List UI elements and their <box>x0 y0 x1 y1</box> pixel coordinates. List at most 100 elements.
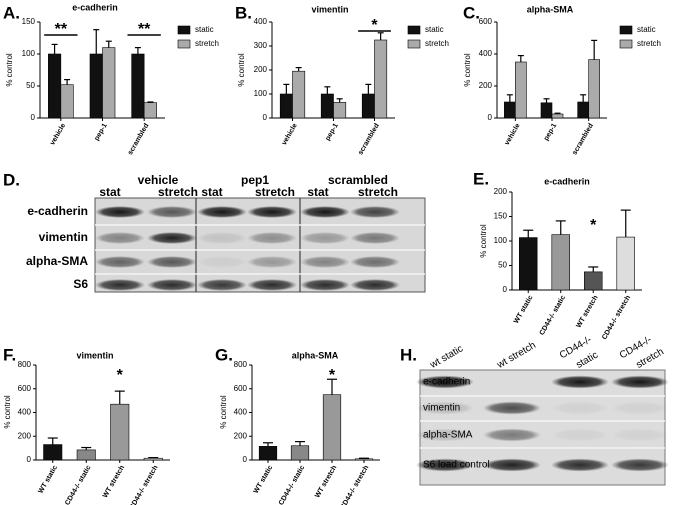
y-tick-label: 0 <box>243 455 248 464</box>
x-tick-label: CD44-/- static <box>64 464 92 505</box>
blot-band <box>350 279 400 291</box>
legend-swatch <box>177 39 191 49</box>
bar <box>577 101 589 119</box>
bar <box>143 102 157 119</box>
blot-band <box>147 279 197 291</box>
x-tick-label: WT static <box>37 464 59 495</box>
lane-label: stretch <box>158 185 198 199</box>
blot-band <box>95 206 145 218</box>
blot-band <box>611 458 669 472</box>
x-tick-label: pep-1 <box>93 122 108 142</box>
bar <box>320 93 334 119</box>
x-tick-label: WT stretch <box>314 464 338 499</box>
x-tick-label: vehicle <box>49 122 67 146</box>
bar <box>102 47 116 119</box>
y-tick-label: 0 <box>263 113 268 122</box>
y-tick-label: 400 <box>18 408 32 417</box>
bar <box>76 449 96 461</box>
legend-swatch <box>619 39 633 49</box>
row-label: S6 load control <box>423 460 490 471</box>
bar <box>374 39 388 119</box>
group-label: scrambled <box>328 173 388 187</box>
y-tick-label: 600 <box>234 384 248 393</box>
x-tick-label: CD44-/- static <box>539 294 567 336</box>
bar <box>616 236 635 291</box>
blot-band <box>147 206 197 218</box>
blot-band <box>95 232 145 244</box>
row-label: e-cadherin <box>27 204 88 218</box>
y-tick-label: 50 <box>26 81 35 90</box>
y-tick-label: 0 <box>27 455 32 464</box>
panel-label: D. <box>3 170 20 189</box>
annotation: ** <box>138 21 151 38</box>
panel-label: C. <box>463 3 480 22</box>
chart-title: e-cadherin <box>72 2 118 12</box>
bar <box>290 445 310 461</box>
blot-band <box>247 256 297 268</box>
blot-band <box>95 279 145 291</box>
bar <box>361 93 375 119</box>
lane-label: stat <box>201 185 222 199</box>
bar <box>48 53 62 119</box>
bar <box>515 61 527 119</box>
blot-band <box>551 458 609 472</box>
panel-label: G. <box>215 345 233 364</box>
annotation: ** <box>55 21 68 38</box>
annotation: * <box>329 367 336 384</box>
lane-label: stretch <box>255 185 295 199</box>
y-axis-label: % control <box>237 53 246 87</box>
y-tick-label: 600 <box>18 384 32 393</box>
blot-band <box>483 458 541 472</box>
y-tick-label: 200 <box>234 431 248 440</box>
x-tick-label: CD44-/- static <box>278 464 306 505</box>
row-label: vimentin <box>423 403 460 414</box>
blot-band <box>483 401 541 415</box>
blot-band <box>147 256 197 268</box>
x-tick-label: pep-1 <box>543 122 558 142</box>
y-tick-label: 300 <box>254 41 268 50</box>
blot-band <box>247 279 297 291</box>
chart-title: vimentin <box>311 4 348 14</box>
column-label: static <box>574 350 600 371</box>
bar <box>131 53 145 119</box>
panel-label: E. <box>473 169 489 188</box>
y-tick-label: 100 <box>254 89 268 98</box>
blot-band <box>611 428 669 442</box>
y-tick-label: 0 <box>31 113 36 122</box>
blot-band <box>551 375 609 389</box>
y-tick-label: 150 <box>22 17 36 26</box>
y-tick-label: 150 <box>494 212 508 221</box>
legend-label: static <box>195 25 214 34</box>
x-tick-label: WT stretch <box>102 464 126 499</box>
blot-band <box>197 232 247 244</box>
blot-band <box>147 232 197 244</box>
y-tick-label: 400 <box>234 408 248 417</box>
bar <box>333 102 347 119</box>
blot-band <box>611 375 669 389</box>
y-tick-label: 0 <box>503 285 508 294</box>
legend-swatch <box>407 25 421 35</box>
y-tick-label: 200 <box>479 81 493 90</box>
blot-band <box>247 206 297 218</box>
x-tick-label: scrambled <box>571 122 595 156</box>
x-tick-label: CD44-/- stretch <box>339 464 370 505</box>
bar <box>588 59 600 119</box>
column-label: wt static <box>427 343 465 371</box>
row-label: vimentin <box>39 230 88 244</box>
y-tick-label: 400 <box>479 49 493 58</box>
blot-band <box>95 256 145 268</box>
bar <box>279 93 293 119</box>
legend-label: static <box>637 25 656 34</box>
y-tick-label: 800 <box>18 360 32 369</box>
y-tick-label: 800 <box>234 360 248 369</box>
blot-band <box>197 206 247 218</box>
x-tick-label: pep-1 <box>324 122 339 142</box>
blot-band <box>416 428 474 442</box>
bar <box>60 84 74 119</box>
row-label: e-cadherin <box>423 377 470 388</box>
annotation: * <box>371 17 378 34</box>
x-tick-label: scrambled <box>127 122 151 156</box>
bar <box>322 394 342 461</box>
legend-label: static <box>425 25 444 34</box>
